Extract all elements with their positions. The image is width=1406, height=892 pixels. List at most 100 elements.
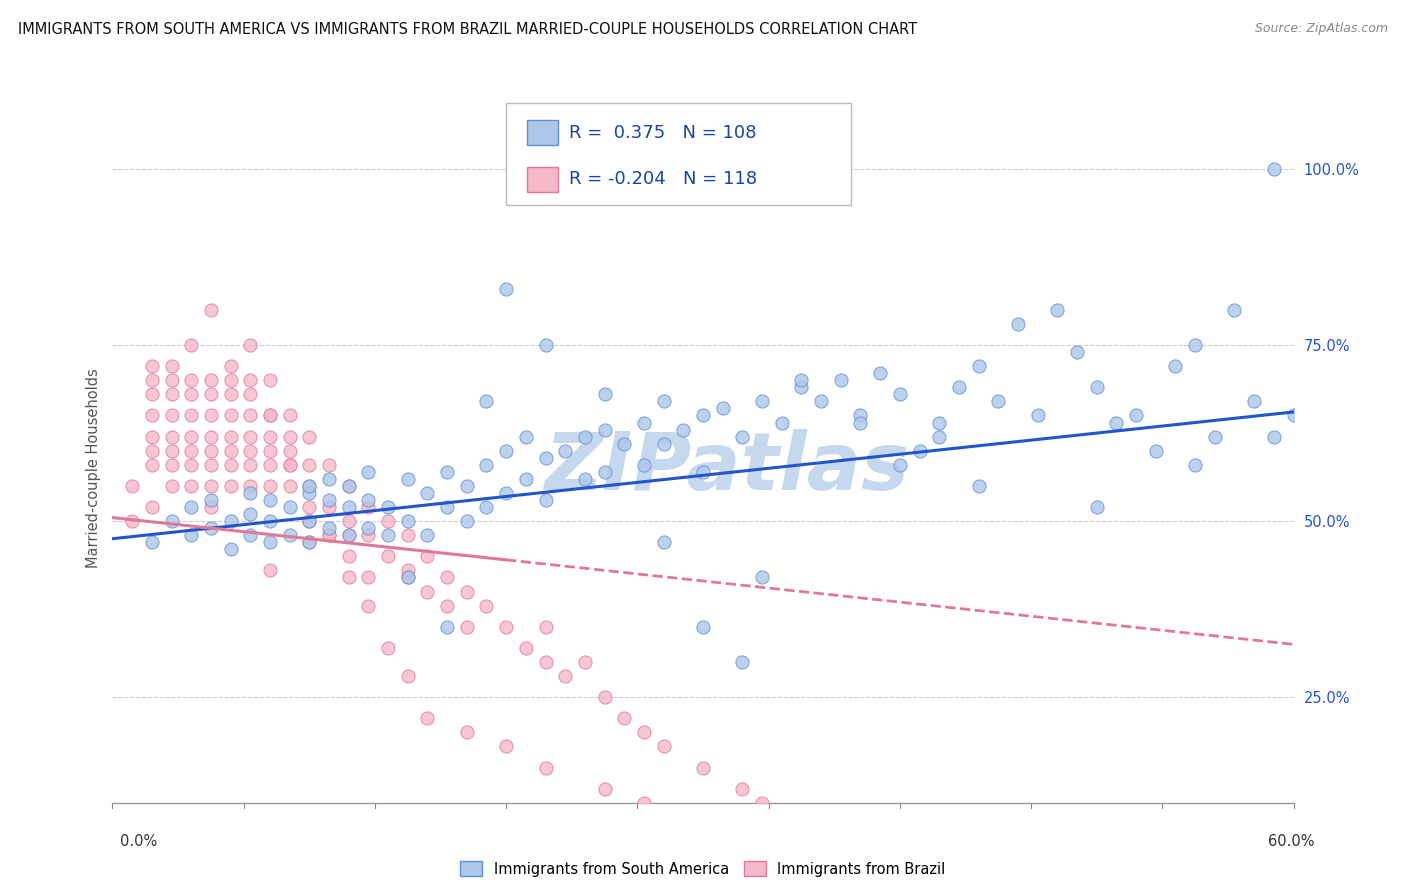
Point [790,380,813,394]
Point [928,416,950,430]
Point [692,620,714,634]
Point [357,570,380,584]
Point [652,739,675,754]
Point [849,416,872,430]
Point [1263,429,1285,443]
Point [436,599,458,613]
Text: R =  0.375   N = 108: R = 0.375 N = 108 [569,124,756,142]
Point [200,387,222,401]
Point [259,479,281,493]
Point [278,479,301,493]
Point [160,387,183,401]
Point [200,409,222,423]
Point [141,429,163,443]
Point [121,514,143,528]
Point [200,479,222,493]
Point [770,416,793,430]
Point [180,373,202,387]
Point [377,528,399,542]
Point [377,514,399,528]
Point [889,458,911,472]
Point [200,429,222,443]
Point [515,640,537,655]
Point [219,542,242,557]
Point [633,416,655,430]
Point [652,394,675,409]
Point [692,761,714,775]
Point [200,521,222,535]
Point [416,584,439,599]
Point [593,465,616,479]
Point [298,500,321,514]
Point [200,493,222,508]
Point [318,528,340,542]
Point [475,599,498,613]
Point [239,528,262,542]
Point [357,493,380,508]
Point [259,563,281,577]
Point [515,429,537,443]
Text: IMMIGRANTS FROM SOUTH AMERICA VS IMMIGRANTS FROM BRAZIL MARRIED-COUPLE HOUSEHOLD: IMMIGRANTS FROM SOUTH AMERICA VS IMMIGRA… [18,22,917,37]
Point [731,429,754,443]
Point [967,479,990,493]
Y-axis label: Married-couple Households: Married-couple Households [86,368,101,568]
Point [1085,380,1108,394]
Point [239,458,262,472]
Point [396,472,419,486]
Point [259,443,281,458]
Point [633,725,655,739]
Point [200,458,222,472]
Point [298,486,321,500]
Point [1263,161,1285,176]
Point [337,549,360,564]
Point [318,500,340,514]
Point [180,338,202,352]
Point [1223,302,1246,317]
Text: 0.0%: 0.0% [120,834,156,849]
Point [160,359,183,374]
Point [318,528,340,542]
Point [141,458,163,472]
Point [259,373,281,387]
Point [534,493,557,508]
Point [869,366,891,380]
Point [731,781,754,796]
Point [495,443,517,458]
Point [357,465,380,479]
Point [534,620,557,634]
Point [141,443,163,458]
Point [180,500,202,514]
Point [495,282,517,296]
Point [357,528,380,542]
Point [416,711,439,725]
Point [534,450,557,465]
Point [278,500,301,514]
Text: ZIPatlas: ZIPatlas [544,429,910,508]
Point [160,514,183,528]
Point [239,387,262,401]
Point [160,479,183,493]
Point [574,472,596,486]
Point [278,528,301,542]
Point [278,458,301,472]
Point [337,479,360,493]
Point [337,514,360,528]
Point [180,528,202,542]
Point [1184,338,1206,352]
Point [141,387,163,401]
Point [475,458,498,472]
Point [219,373,242,387]
Point [554,443,576,458]
Point [593,690,616,705]
Point [219,387,242,401]
Point [436,570,458,584]
Point [456,479,478,493]
Point [318,472,340,486]
Point [298,514,321,528]
Point [751,570,773,584]
Legend: Immigrants from South America, Immigrants from Brazil: Immigrants from South America, Immigrant… [454,855,952,882]
Point [141,409,163,423]
Text: R = -0.204   N = 118: R = -0.204 N = 118 [569,170,758,188]
Point [219,514,242,528]
Point [259,409,281,423]
